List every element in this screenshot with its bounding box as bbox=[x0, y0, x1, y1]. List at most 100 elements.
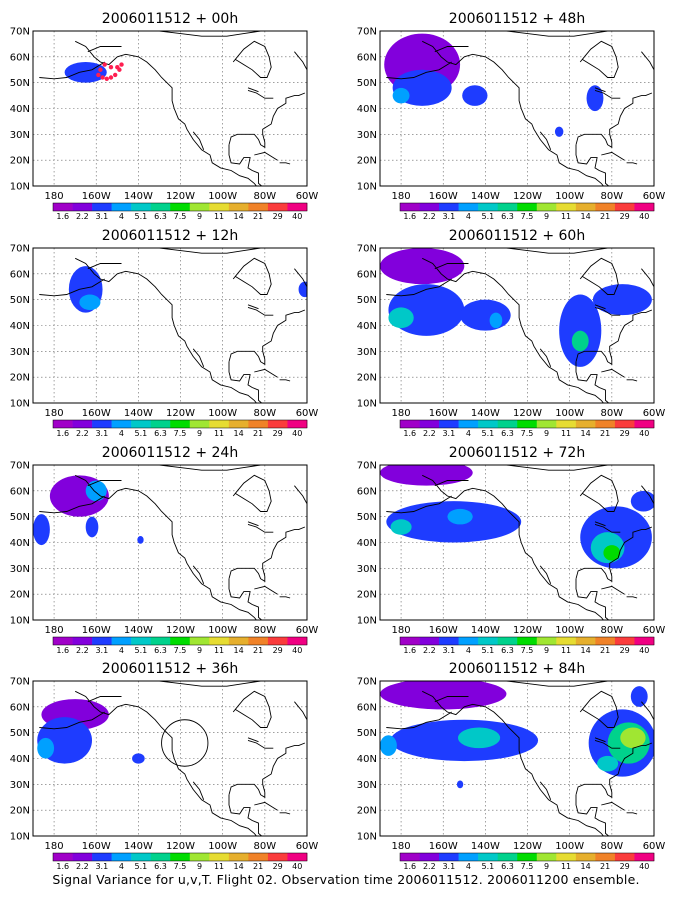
x-tick-label: 180 bbox=[392, 408, 411, 419]
shaded-field bbox=[33, 475, 144, 546]
colorbar-swatch bbox=[53, 203, 73, 211]
colorbar-swatch bbox=[92, 203, 112, 211]
x-tick-label: 60W bbox=[643, 841, 666, 852]
y-tick-label: 20N bbox=[357, 590, 377, 601]
coastline bbox=[601, 368, 625, 378]
coastline bbox=[594, 304, 606, 310]
y-tick-label: 30N bbox=[10, 347, 30, 358]
x-tick-label: 140W bbox=[124, 625, 153, 636]
colorbar-label: 11 bbox=[561, 646, 571, 655]
colorbar-label: 5.1 bbox=[135, 646, 148, 655]
map-panel: 2006011512 + 36h 70N 60N 50N 40N 30N 20N 10N 180… bbox=[10, 661, 319, 871]
colorbar-swatch bbox=[248, 637, 269, 645]
coastline bbox=[594, 739, 621, 749]
y-tick-label: 60N bbox=[10, 269, 30, 280]
colorbar-label: 1.6 bbox=[56, 646, 69, 655]
variance-blob bbox=[37, 737, 55, 759]
gridlines bbox=[33, 31, 307, 186]
coastline bbox=[594, 306, 621, 316]
coastline bbox=[247, 87, 259, 93]
variance-blob bbox=[597, 755, 619, 772]
colorbar-swatch bbox=[439, 420, 459, 428]
coastline bbox=[594, 737, 606, 743]
colorbar-label: 5.1 bbox=[135, 212, 148, 221]
x-tick-label: 80W bbox=[254, 625, 277, 636]
colorbar-swatch bbox=[287, 420, 308, 428]
colorbar-label: 6.3 bbox=[154, 862, 167, 871]
colorbar-label: 11 bbox=[214, 429, 224, 438]
colorbar-label: 14 bbox=[234, 862, 244, 871]
coastline bbox=[228, 92, 306, 149]
coastlines bbox=[39, 465, 307, 620]
x-tick-label: 80W bbox=[254, 408, 277, 419]
y-tick-label: 70N bbox=[357, 677, 377, 688]
colorbar-label: 21 bbox=[253, 429, 263, 438]
colorbar-swatch bbox=[517, 203, 538, 211]
coastline bbox=[594, 521, 606, 527]
colorbar-label: 14 bbox=[581, 429, 591, 438]
colorbar-swatch bbox=[575, 420, 596, 428]
colorbar-swatch bbox=[497, 203, 518, 211]
colorbar-label: 7.5 bbox=[174, 212, 187, 221]
observation-marker bbox=[102, 62, 107, 67]
coastline bbox=[228, 361, 263, 403]
y-tick-label: 70N bbox=[357, 244, 377, 255]
variance-blob bbox=[630, 490, 654, 512]
colorbar-label: 7.5 bbox=[521, 429, 534, 438]
coastline bbox=[228, 144, 263, 186]
y-tick-label: 30N bbox=[357, 780, 377, 791]
colorbar-swatch bbox=[536, 203, 557, 211]
y-tick-label: 10N bbox=[357, 616, 377, 627]
colorbar-swatch bbox=[614, 203, 635, 211]
y-tick-label: 50N bbox=[357, 295, 377, 306]
colorbar-swatch bbox=[614, 853, 635, 861]
colorbar-label: 4 bbox=[466, 212, 471, 221]
panel-title: 2006011512 + 48h bbox=[449, 11, 585, 27]
colorbar-frame bbox=[399, 852, 655, 862]
y-tick-label: 70N bbox=[10, 244, 30, 255]
panel-frame bbox=[32, 680, 308, 837]
colorbar-label: 29 bbox=[273, 212, 283, 221]
variance-blob bbox=[586, 85, 604, 112]
colorbar-label: 6.3 bbox=[154, 429, 167, 438]
colorbar-label: 3.1 bbox=[95, 212, 108, 221]
colorbar-swatch bbox=[131, 853, 151, 861]
panel-frame bbox=[379, 247, 655, 404]
y-tick-label: 50N bbox=[10, 512, 30, 523]
x-tick-label: 60W bbox=[296, 408, 319, 419]
coastline bbox=[626, 379, 638, 382]
coastline bbox=[159, 31, 261, 37]
shaded-field bbox=[37, 699, 145, 764]
map-panel: 2006011512 + 84h 70N 60N 50N 40N 30N 20N 10N 180… bbox=[357, 661, 666, 871]
colorbar-label: 6.3 bbox=[154, 212, 167, 221]
panel-frame bbox=[32, 30, 308, 187]
colorbar-swatch bbox=[400, 637, 420, 645]
panel-title: 2006011512 + 24h bbox=[102, 445, 238, 461]
panel-frame bbox=[32, 247, 308, 404]
y-tick-label: 20N bbox=[10, 590, 30, 601]
colorbar-label: 2.2 bbox=[423, 862, 436, 871]
y-tick-label: 60N bbox=[10, 52, 30, 63]
colorbar-label: 14 bbox=[581, 646, 591, 655]
coastline bbox=[506, 248, 608, 254]
coastline bbox=[386, 278, 452, 297]
coastline bbox=[575, 309, 653, 366]
colorbar-swatch bbox=[556, 203, 577, 211]
colorbar-swatch bbox=[53, 637, 73, 645]
variance-blob bbox=[571, 330, 589, 352]
colorbar-swatch bbox=[634, 420, 655, 428]
colorbar-label: 7.5 bbox=[521, 646, 534, 655]
panel-title: 2006011512 + 12h bbox=[102, 228, 238, 244]
coastline bbox=[422, 40, 604, 186]
y-tick-label: 50N bbox=[357, 78, 377, 89]
x-tick-label: 80W bbox=[254, 191, 277, 202]
colorbar-swatch bbox=[400, 853, 420, 861]
colorbar-label: 2.2 bbox=[423, 646, 436, 655]
colorbar-label: 7.5 bbox=[174, 429, 187, 438]
y-tick-label: 30N bbox=[10, 130, 30, 141]
colorbar-label: 21 bbox=[600, 862, 610, 871]
colorbar-swatch bbox=[634, 853, 655, 861]
variance-blob bbox=[390, 519, 412, 535]
y-tick-label: 60N bbox=[357, 486, 377, 497]
colorbar-swatch bbox=[267, 203, 288, 211]
